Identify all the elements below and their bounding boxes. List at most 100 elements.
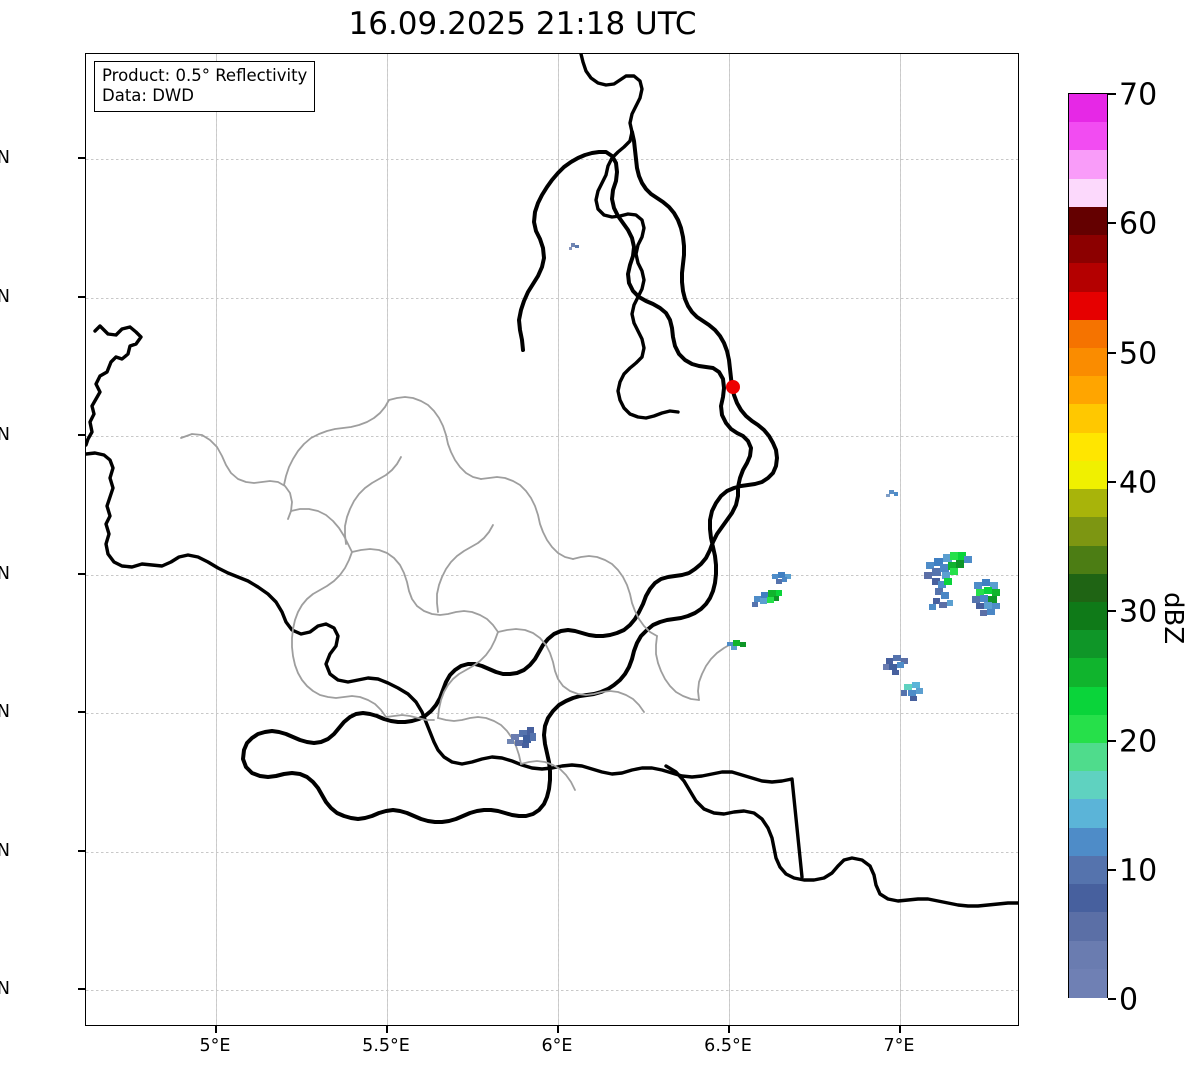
colorbar-band-11 [1069,404,1107,434]
ytick-mark-50.25 [78,296,85,298]
colorbar-label-70: 70 [1119,77,1158,113]
colorbar-band-17 [1069,573,1107,604]
xtick-label-5.5: 5.5°E [362,1036,410,1056]
gridline-lat-50 [86,436,1018,437]
colorbar-label-60: 60 [1119,206,1158,242]
echo-far-east-main [924,552,972,610]
colorbar-band-28 [1069,884,1107,914]
xtick-mark-5 [215,1026,217,1033]
colorbar-tick-20 [1108,740,1116,742]
colorbar-title: dBZ [1158,592,1188,645]
colorbar-tick-30 [1108,610,1116,612]
radar-echoes [507,243,1000,748]
gridline-lat-50.5 [86,159,1018,160]
country-border-germany-north [579,54,680,420]
colorbar-tick-0 [1108,998,1116,1000]
colorbar-band-22 [1069,714,1107,745]
colorbar-band-29 [1069,912,1107,942]
xtick-label-6: 6°E [541,1036,573,1056]
colorbar-band-16 [1069,545,1107,575]
ytick-label-50.25: 50.25°N [0,287,10,307]
colorbar-band-23 [1069,743,1107,773]
gridline-lat-49.75 [86,575,1018,576]
colorbar-tick-40 [1108,481,1116,483]
colorbar-band-27 [1069,855,1107,886]
gridline-lon-5 [216,54,217,1025]
xtick-label-7: 7°E [883,1036,915,1056]
gridline-lon-5.5 [387,54,388,1025]
ytick-label-49.25: 49.25°N [0,841,10,861]
radar-station-marker[interactable] [726,380,740,394]
xtick-label-5: 5°E [199,1036,231,1056]
ytick-label-50: 50°N [0,425,10,445]
map-geometry [86,54,1018,908]
colorbar-band-1 [1069,122,1107,152]
colorbar-label-50: 50 [1119,336,1158,372]
luxembourg-admin-boundaries [180,396,732,791]
ytick-label-49.5: 49.5°N [0,702,10,722]
gridline-lon-6 [558,54,559,1025]
info-product-line: Product: 0.5° Reflectivity [102,66,308,85]
gridline-lon-6.5 [729,54,730,1025]
xtick-label-6.5: 6.5°E [704,1036,752,1056]
echo-central-east-1 [772,572,791,584]
colorbar-band-20 [1069,658,1107,688]
ytick-label-49.75: 49.75°N [0,564,10,584]
colorbar-band-6 [1069,263,1107,293]
radar-map-plot[interactable]: Product: 0.5° Reflectivity Data: DWD [85,53,1019,1026]
xtick-mark-7 [899,1026,901,1033]
ytick-mark-49.25 [78,850,85,852]
gridline-lat-50.25 [86,298,1018,299]
colorbar-band-5 [1069,235,1107,265]
colorbar-band-0 [1069,94,1107,124]
ytick-mark-50 [78,434,85,436]
colorbar-band-10 [1069,376,1107,406]
echo-nw-speck [569,243,579,250]
colorbar-band-18 [1069,601,1107,632]
echo-far-east-lower [972,579,1000,616]
colorbar-band-25 [1069,799,1107,829]
colorbar-band-9 [1069,347,1107,378]
colorbar-band-7 [1069,291,1107,321]
colorbar-tick-50 [1108,352,1116,354]
xtick-mark-5.5 [386,1026,388,1033]
country-border-belgium-france [86,324,804,879]
colorbar-band-13 [1069,460,1107,491]
echo-central-east-2 [752,590,782,607]
colorbar-band-2 [1069,150,1107,180]
echo-se-pair-lower [901,682,923,701]
xtick-mark-6.5 [728,1026,730,1033]
colorbar-band-30 [1069,940,1107,970]
colorbar-band-24 [1069,771,1107,801]
colorbar-band-14 [1069,489,1107,519]
colorbar-label-30: 30 [1119,594,1158,630]
echo-east-small [886,490,898,497]
colorbar-band-8 [1069,319,1107,350]
colorbar-label-10: 10 [1119,853,1158,889]
ytick-mark-50.5 [78,157,85,159]
page-title: 16.09.2025 21:18 UTC [348,6,697,42]
ytick-mark-49 [78,988,85,990]
gridline-lat-49 [86,990,1018,991]
colorbar-tick-60 [1108,222,1116,224]
colorbar-label-40: 40 [1119,465,1158,501]
gridline-lat-49.25 [86,852,1018,853]
ytick-label-49: 49°N [0,979,10,999]
colorbar-label-20: 20 [1119,724,1158,760]
ytick-mark-49.5 [78,711,85,713]
info-data-line: Data: DWD [102,86,194,105]
echo-south-east-dot [727,640,746,650]
colorbar[interactable] [1068,93,1108,999]
colorbar-band-12 [1069,432,1107,462]
colorbar-tick-10 [1108,869,1116,871]
colorbar-band-3 [1069,178,1107,208]
echo-se-pair-upper [883,655,908,675]
info-box: Product: 0.5° Reflectivity Data: DWD [94,61,316,112]
ytick-label-50.5: 50.5°N [0,148,10,168]
colorbar-label-0: 0 [1119,982,1139,1018]
country-border-france-east [664,764,1018,908]
colorbar-band-31 [1069,968,1107,999]
xtick-mark-6 [557,1026,559,1033]
colorbar-band-26 [1069,827,1107,857]
echo-sw-lux [507,727,536,748]
